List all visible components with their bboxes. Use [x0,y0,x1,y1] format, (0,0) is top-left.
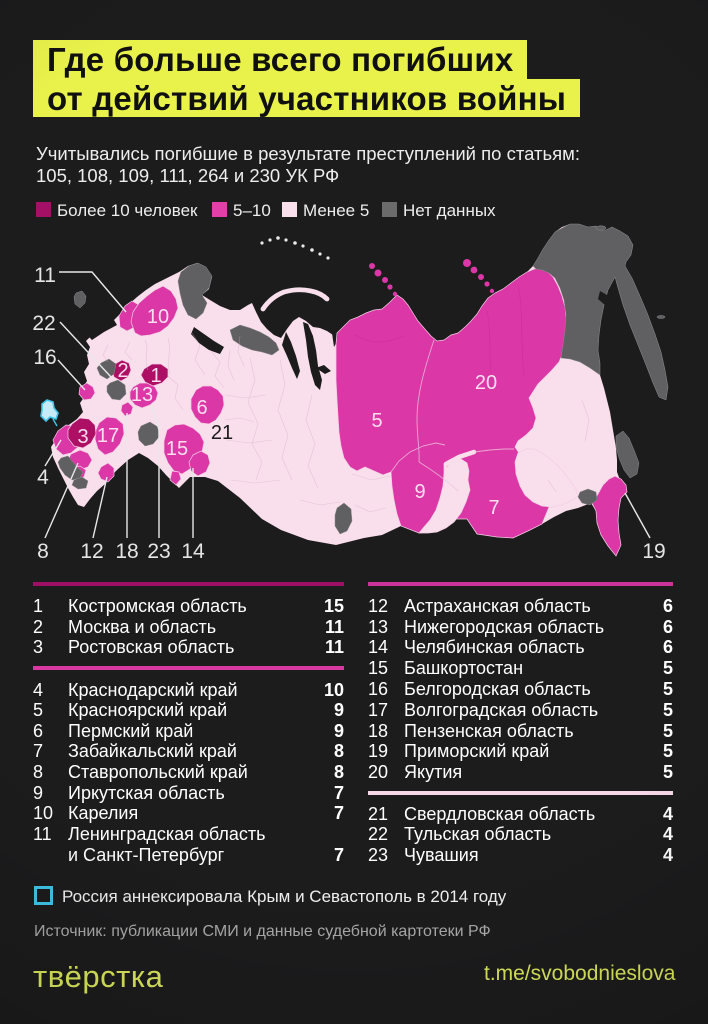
svg-text:7: 7 [488,497,499,519]
svg-text:1: 1 [150,365,161,387]
svg-text:13: 13 [131,384,153,406]
svg-text:10: 10 [147,306,169,328]
svg-text:23: 23 [147,540,170,563]
svg-text:12: 12 [80,540,103,563]
svg-text:4: 4 [37,466,49,489]
svg-text:21: 21 [211,422,233,444]
svg-text:20: 20 [475,372,497,394]
svg-text:18: 18 [115,540,138,563]
svg-text:17: 17 [97,425,119,447]
svg-text:2: 2 [117,360,128,382]
svg-text:6: 6 [196,397,207,419]
svg-text:22: 22 [32,312,55,335]
svg-text:11: 11 [34,264,56,287]
svg-text:9: 9 [414,481,425,503]
svg-text:8: 8 [37,540,49,563]
svg-text:3: 3 [77,426,88,448]
svg-text:19: 19 [642,540,665,563]
svg-text:5: 5 [371,410,382,432]
svg-text:14: 14 [181,540,205,563]
svg-text:15: 15 [166,438,188,460]
svg-text:16: 16 [33,346,56,369]
